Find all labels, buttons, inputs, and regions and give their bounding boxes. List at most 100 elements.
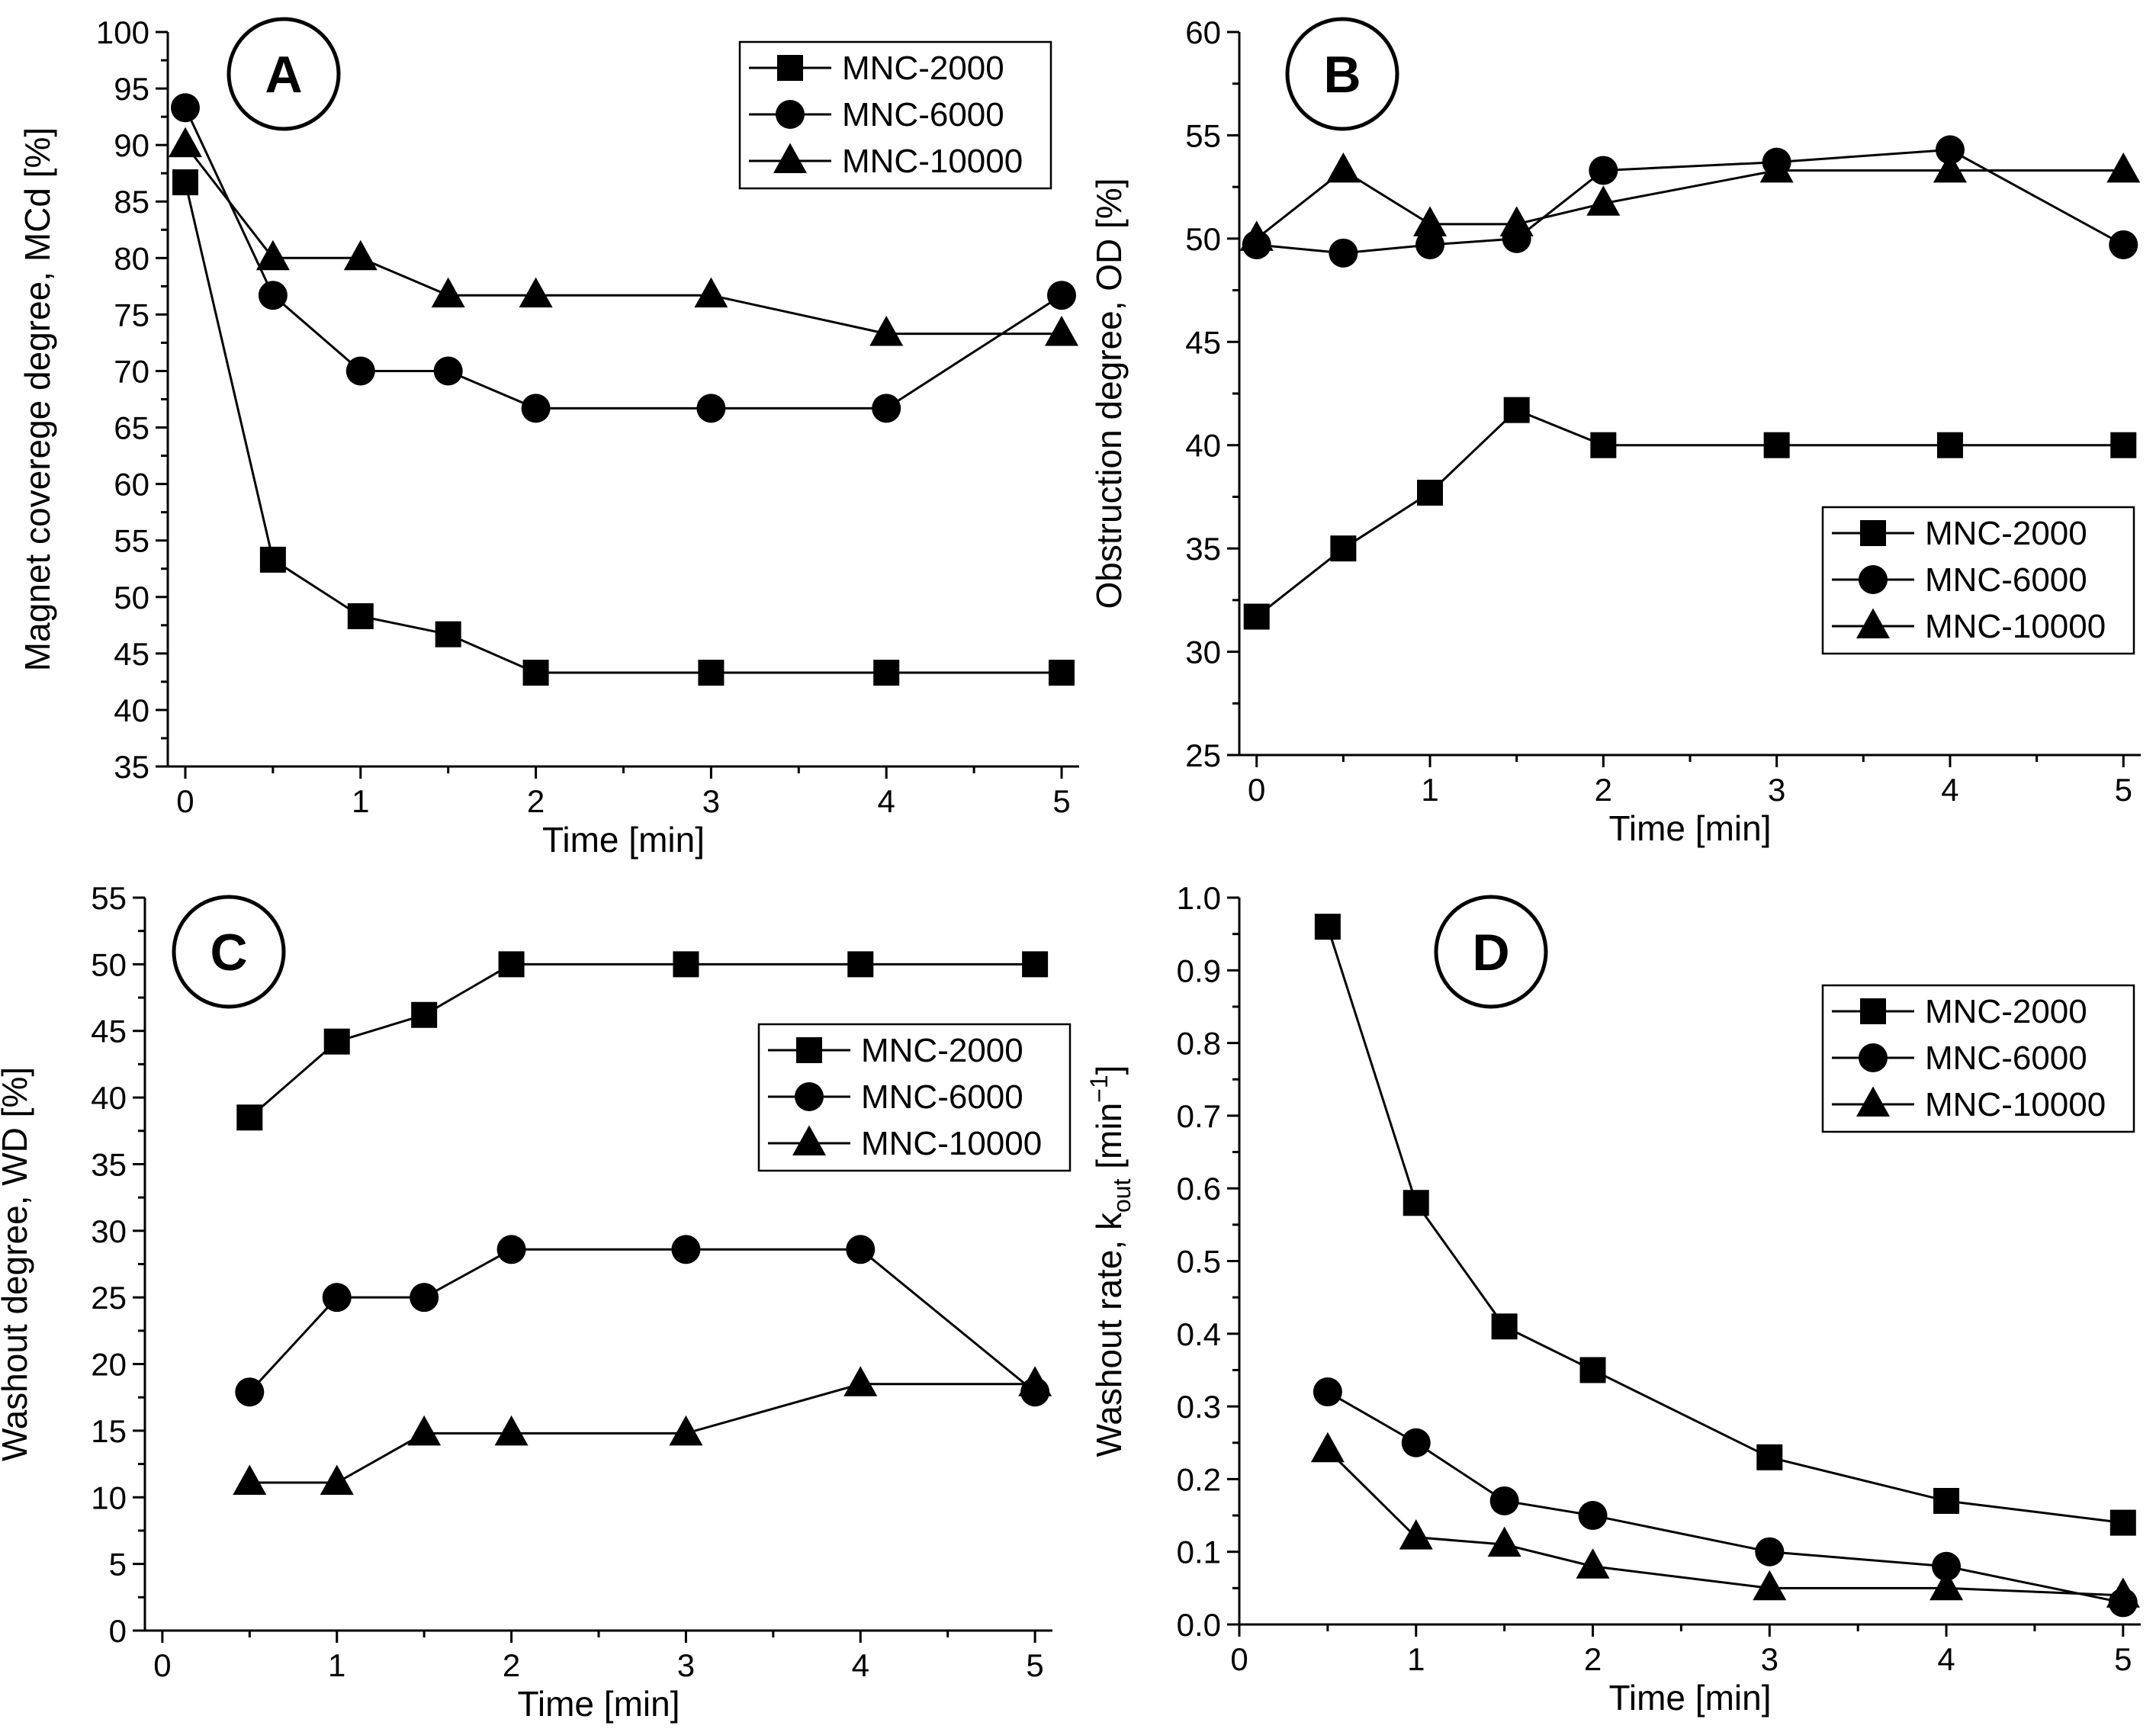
data-point-square: [2109, 1509, 2136, 1536]
y-tick-label: 0.0: [1177, 1607, 1221, 1643]
x-tick-label: 3: [1761, 1641, 1778, 1677]
data-point-square: [873, 660, 900, 686]
y-tick-label: 55: [91, 880, 127, 916]
legend-marker-triangle: [773, 143, 807, 173]
panel-label: B: [1323, 46, 1361, 104]
legend-entry: MNC-2000: [861, 1032, 1023, 1069]
data-point-triangle: [494, 1415, 529, 1446]
y-axis-label-subscript: out: [1108, 1178, 1136, 1213]
data-point-triangle: [1326, 152, 1361, 183]
y-axis-label-close: ]: [1089, 1065, 1129, 1075]
data-point-circle: [1313, 1377, 1342, 1407]
legend-entry: MNC-6000: [842, 96, 1004, 133]
series-mnc-2000: [172, 169, 1075, 686]
series-line: [184, 107, 1062, 410]
data-point-circle: [671, 1235, 701, 1264]
data-point-circle: [696, 394, 726, 423]
y-tick-label: 0.3: [1177, 1389, 1221, 1425]
data-point-triangle: [431, 277, 465, 308]
series-line: [184, 144, 1062, 336]
series-line: [1326, 1449, 2123, 1597]
panel-label-circle: [172, 895, 286, 1009]
legend-marker-square: [1860, 520, 1886, 546]
data-point-square: [1243, 603, 1270, 630]
data-point-circle: [1401, 1428, 1431, 1457]
data-point-triangle: [255, 239, 290, 271]
legend-entry: MNC-6000: [1925, 1040, 2087, 1077]
y-tick-label: 25: [1185, 737, 1221, 773]
x-tick-label: 2: [1595, 772, 1612, 808]
y-tick-label: 60: [1185, 14, 1221, 50]
legend-entry: MNC-6000: [1925, 561, 2087, 599]
y-tick-label: 25: [91, 1280, 127, 1316]
panel-label-circle: [227, 17, 341, 131]
y-axis-label-main: Magnet coverege degree, MCd [%]: [18, 127, 57, 671]
series-line: [249, 1383, 1036, 1484]
x-tick-label: 0: [1230, 1641, 1248, 1677]
y-tick-label: 40: [91, 1080, 127, 1116]
y-tick-label: 45: [114, 636, 149, 672]
data-point-square: [323, 1028, 350, 1055]
y-tick-label: 90: [114, 127, 149, 163]
series-mnc-10000: [1310, 1432, 2140, 1608]
y-tick-label: 0.2: [1177, 1461, 1221, 1497]
series-mnc-2000: [1243, 397, 2137, 630]
panel-a: 0 1 2 3 4 535404550556065707580859095100Time …: [18, 14, 1079, 860]
data-point-square: [673, 951, 699, 978]
y-tick-label: 80: [114, 240, 149, 276]
data-point-square: [172, 169, 198, 196]
legend-entry: MNC-10000: [842, 143, 1023, 180]
y-axis-label-unit: [min: [1089, 1103, 1129, 1179]
data-point-circle: [1489, 1486, 1519, 1515]
series-mnc-6000: [170, 93, 1077, 423]
data-point-circle: [496, 1235, 526, 1264]
data-point-square: [1756, 1444, 1783, 1470]
series-line: [1256, 148, 2124, 255]
x-tick-label: 3: [702, 783, 720, 819]
legend: MNC-2000 MNC-6000 MNC-10000: [1821, 984, 2135, 1133]
series-mnc-6000: [235, 1235, 1050, 1407]
y-tick-label: 0.7: [1177, 1098, 1221, 1134]
x-tick-label: 1: [352, 783, 369, 819]
y-tick-label: 20: [91, 1347, 127, 1383]
data-point-triangle: [843, 1366, 878, 1396]
data-point-triangle: [1018, 1366, 1052, 1396]
data-point-square: [435, 621, 461, 647]
legend-marker-triangle: [1856, 1086, 1890, 1117]
y-tick-label: 55: [114, 523, 149, 559]
legend-marker-circle: [1859, 1043, 1888, 1072]
data-point-square: [1503, 397, 1530, 423]
x-tick-label: 3: [677, 1647, 695, 1683]
data-point-square: [1936, 432, 1963, 458]
y-tick-label: 70: [114, 353, 149, 389]
data-point-circle: [846, 1235, 876, 1264]
data-point-square: [847, 951, 874, 978]
series-mnc-10000: [233, 1366, 1052, 1496]
x-tick-label: 4: [1941, 772, 1958, 808]
data-point-square: [1314, 914, 1341, 940]
data-point-circle: [2109, 230, 2138, 259]
y-tick-label: 60: [114, 467, 149, 503]
y-tick-label: 15: [91, 1413, 127, 1449]
data-point-circle: [322, 1283, 352, 1313]
x-tick-label: 1: [1421, 772, 1438, 808]
data-point-square: [236, 1104, 263, 1131]
data-point-square: [1491, 1313, 1518, 1340]
y-tick-label: 35: [114, 749, 149, 785]
data-point-circle: [1932, 1551, 1962, 1581]
y-tick-label: 30: [91, 1213, 127, 1249]
data-point-triangle: [2106, 152, 2141, 183]
y-tick-label: 50: [114, 580, 149, 615]
legend-marker-circle: [1859, 565, 1888, 594]
y-tick-label: 0.4: [1177, 1316, 1221, 1352]
legend-entry: MNC-10000: [1925, 608, 2106, 645]
x-tick-label: 5: [1052, 783, 1070, 819]
series-mnc-2000: [1314, 914, 2136, 1536]
y-axis-label-superscript: −1: [1085, 1075, 1113, 1102]
x-tick-label: 0: [176, 783, 194, 819]
y-axis-label: Magnet coverege degree, MCd [%]: [18, 127, 57, 671]
x-tick-label: 0: [1248, 772, 1265, 808]
x-tick-label: 0: [153, 1647, 171, 1683]
